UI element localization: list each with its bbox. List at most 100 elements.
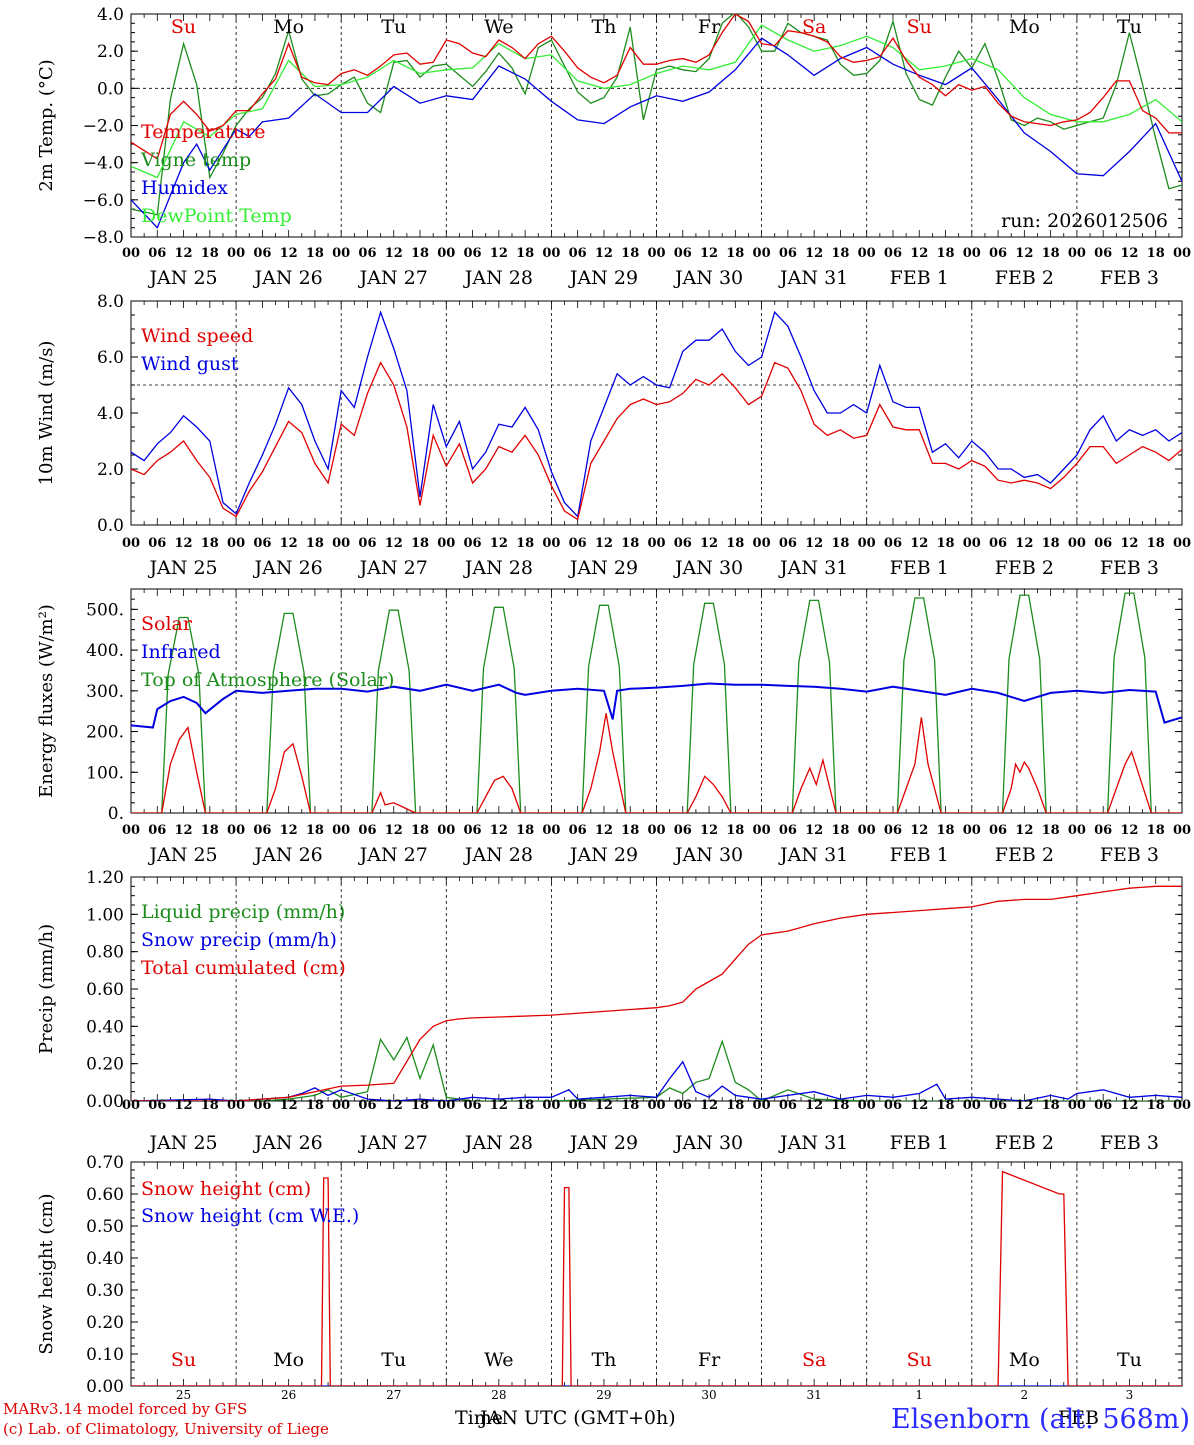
- day-label-month: JAN: [253, 557, 299, 579]
- hour-tick-label: 00: [1173, 536, 1191, 551]
- hour-tick-label: 12: [490, 823, 508, 838]
- day-label: JAN 27: [358, 267, 428, 289]
- hour-tick-label: 06: [569, 536, 587, 551]
- hour-tick-label: 06: [253, 246, 271, 261]
- hour-tick-label: 00: [542, 246, 560, 261]
- series-line-temperature: [131, 14, 1182, 160]
- day-label-day: 27: [404, 267, 428, 289]
- day-label-month: JAN: [568, 557, 614, 579]
- day-label-day: 2: [1042, 844, 1054, 866]
- day-label-day: 25: [193, 1132, 217, 1154]
- weekday-label-top: Tu: [381, 16, 406, 38]
- hour-tick-label: 00: [542, 823, 560, 838]
- weekday-label-bottom: Su: [171, 1349, 196, 1371]
- hour-tick-label: 06: [253, 823, 271, 838]
- day-label-month: JAN: [253, 267, 299, 289]
- hour-tick-label: 12: [1120, 536, 1138, 551]
- day-label-day: 28: [509, 267, 533, 289]
- y-tick-label: −8.0: [83, 228, 124, 248]
- hour-tick-label: 18: [306, 823, 324, 838]
- hour-tick-label: 00: [227, 1098, 245, 1113]
- day-label: JAN 27: [358, 557, 428, 579]
- y-tick-label: 0.40: [86, 1017, 124, 1037]
- day-label-month: FEB: [890, 1132, 937, 1154]
- hour-tick-label: 00: [1068, 823, 1086, 838]
- legend-entry: Temperature: [141, 121, 265, 143]
- day-label-month: JAN: [358, 1132, 404, 1154]
- bottom-day-number: 29: [596, 1388, 611, 1402]
- hour-tick-label: 06: [148, 823, 166, 838]
- weekday-label-bottom: We: [484, 1349, 513, 1371]
- legend-entry: Solar: [141, 613, 193, 635]
- series-line-liquid-precip-mm-h-: [131, 1035, 1182, 1101]
- run-label: run: 2026012506: [1001, 210, 1168, 232]
- y-tick-label: 300.: [86, 682, 124, 702]
- hour-tick-label: 00: [437, 1098, 455, 1113]
- day-label: JAN 26: [253, 844, 323, 866]
- y-tick-label: 400.: [86, 641, 124, 661]
- day-label-month: JAN: [568, 1132, 614, 1154]
- day-label-month: JAN: [778, 844, 824, 866]
- day-label: JAN 30: [673, 557, 743, 579]
- day-label-day: 29: [614, 1132, 638, 1154]
- hour-tick-label: 06: [989, 1098, 1007, 1113]
- day-label-day: 2: [1042, 1132, 1054, 1154]
- day-label-month: JAN: [358, 267, 404, 289]
- hour-tick-label: 06: [148, 536, 166, 551]
- hour-tick-label: 00: [437, 246, 455, 261]
- series-line-solar: [131, 713, 1182, 813]
- y-tick-label: 0.10: [86, 1345, 124, 1365]
- hour-tick-label: 12: [910, 823, 928, 838]
- hour-tick-label: 12: [700, 823, 718, 838]
- hour-tick-label: 06: [148, 246, 166, 261]
- day-label: FEB 1: [890, 267, 949, 289]
- hour-tick-label: 12: [280, 1098, 298, 1113]
- y-tick-label: 0.00: [86, 1092, 124, 1112]
- day-label: JAN 26: [253, 1132, 323, 1154]
- hour-tick-label: 06: [253, 1098, 271, 1113]
- y-tick-label: 0.80: [86, 943, 124, 963]
- day-label: FEB 1: [890, 1132, 949, 1154]
- hour-tick-label: 12: [175, 1098, 193, 1113]
- hour-tick-label: 00: [1173, 246, 1191, 261]
- day-label: JAN 29: [568, 557, 638, 579]
- hour-tick-label: 00: [753, 1098, 771, 1113]
- bottom-day-number: 3: [1126, 1388, 1134, 1402]
- hour-tick-label: 06: [148, 1098, 166, 1113]
- hour-tick-label: 06: [358, 1098, 376, 1113]
- bottom-day-number: 25: [176, 1388, 191, 1402]
- day-label-day: 3: [1147, 267, 1159, 289]
- hour-tick-label: 00: [858, 246, 876, 261]
- day-label-day: 26: [299, 1132, 323, 1154]
- day-label-month: FEB: [1100, 267, 1147, 289]
- day-label-day: 30: [719, 844, 743, 866]
- hour-tick-label: 00: [647, 246, 665, 261]
- hour-tick-label: 12: [805, 1098, 823, 1113]
- hour-tick-label: 12: [910, 246, 928, 261]
- day-label-month: JAN: [568, 844, 614, 866]
- utc-axis-label: JAN UTC (GMT+0h): [478, 1407, 676, 1429]
- weekday-label-bottom: Th: [591, 1349, 616, 1371]
- day-label-month: JAN: [568, 267, 614, 289]
- day-label-month: FEB: [890, 557, 937, 579]
- hour-tick-label: 00: [963, 1098, 981, 1113]
- hour-tick-label: 06: [674, 536, 692, 551]
- day-label: JAN 28: [463, 267, 533, 289]
- weekday-label-top: Tu: [1117, 16, 1142, 38]
- y-tick-label: 0.60: [86, 1185, 124, 1205]
- day-label-month: JAN: [147, 557, 193, 579]
- day-label-month: JAN: [358, 844, 404, 866]
- weekday-label-bottom: Sa: [802, 1349, 826, 1371]
- legend-entry: DewPoint Temp: [141, 205, 292, 227]
- day-label: JAN 25: [147, 267, 217, 289]
- hour-tick-label: 06: [884, 246, 902, 261]
- hour-tick-label: 06: [884, 823, 902, 838]
- day-label-day: 27: [404, 1132, 428, 1154]
- hour-tick-label: 00: [1068, 536, 1086, 551]
- legend-entry: Snow height (cm): [141, 1178, 311, 1200]
- day-label-day: 28: [509, 557, 533, 579]
- hour-tick-label: 18: [516, 536, 534, 551]
- day-label-month: JAN: [147, 844, 193, 866]
- day-label: FEB 2: [995, 844, 1054, 866]
